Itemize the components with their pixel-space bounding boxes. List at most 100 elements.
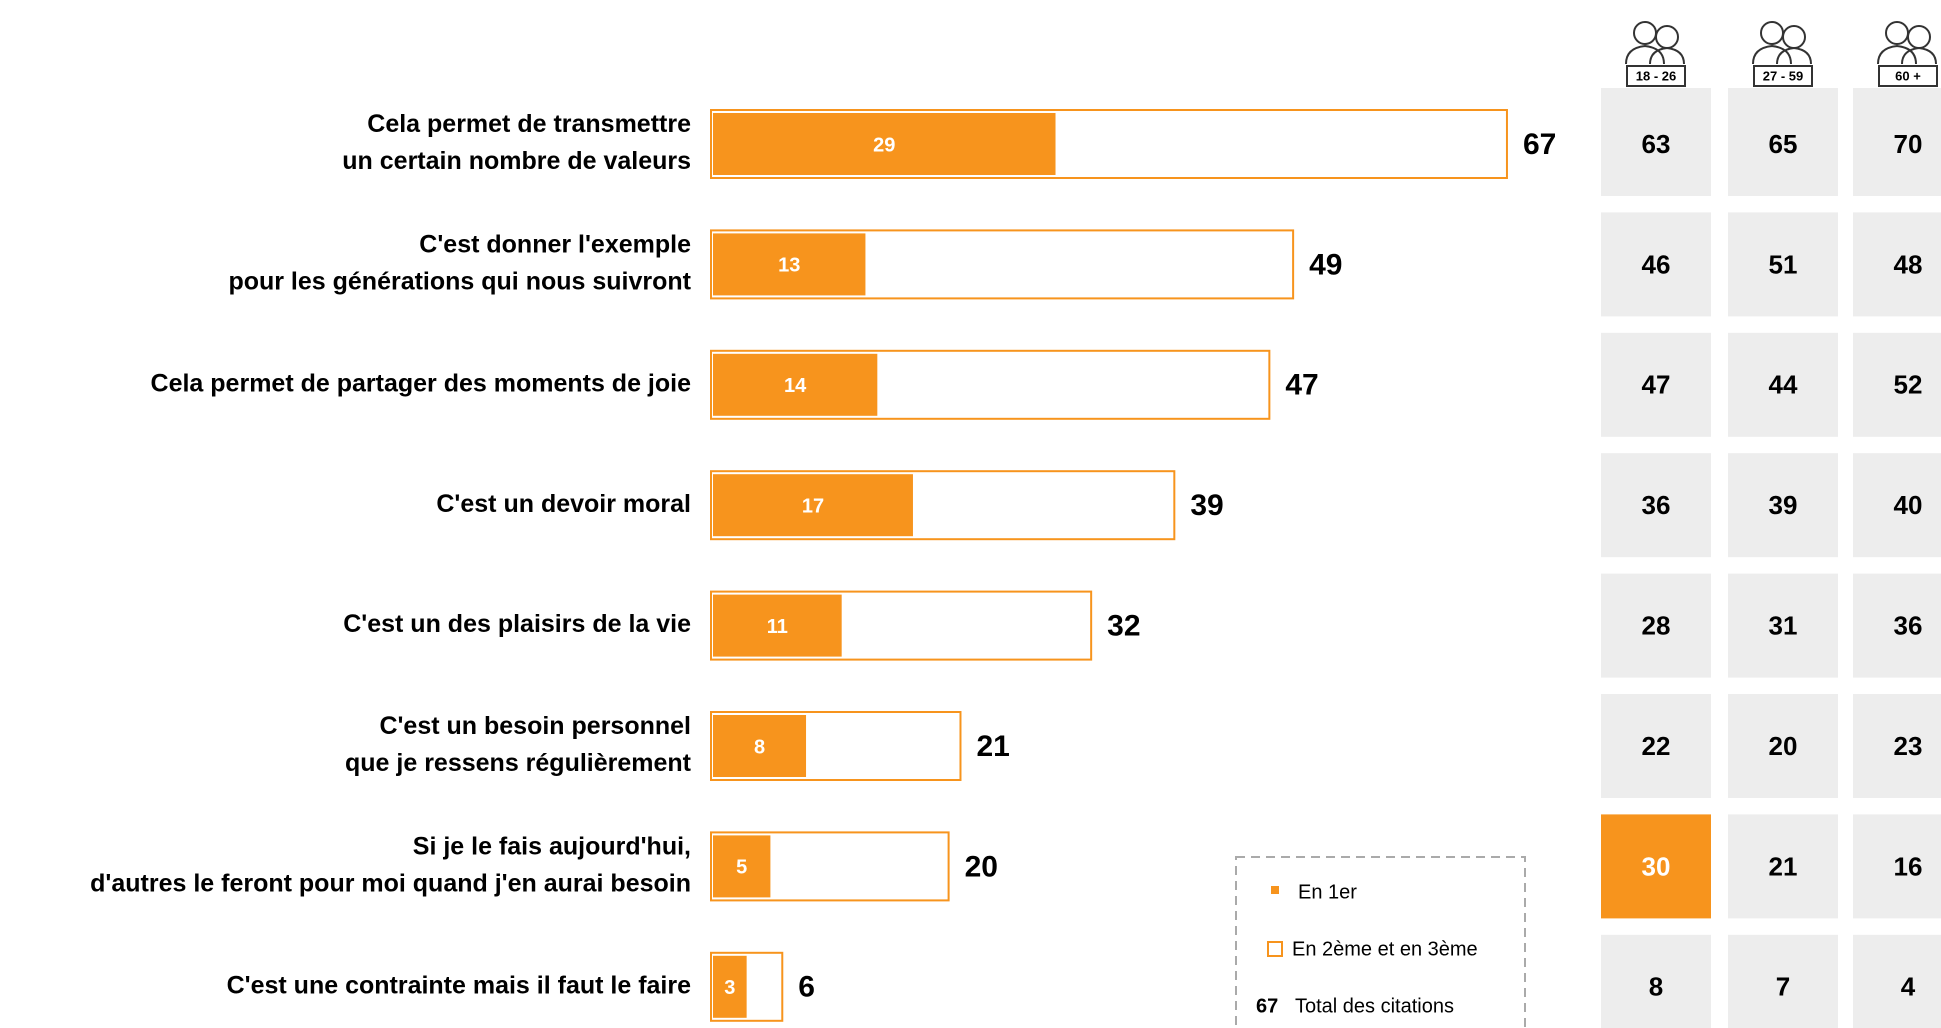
age-value: 23 [1894,731,1923,761]
total-label: 32 [1107,610,1140,643]
age-value: 36 [1894,610,1923,640]
first-value-label: 17 [802,495,824,517]
age-value: 36 [1642,490,1671,520]
age-value: 8 [1649,972,1663,1002]
icon-head [1907,25,1931,49]
age-value: 47 [1642,370,1671,400]
first-bar [713,835,771,898]
icon-head [1633,21,1657,45]
age-value: 22 [1642,731,1671,761]
age-value: 44 [1769,370,1798,400]
age-cell [1601,332,1711,437]
legend-box [1235,856,1526,1028]
icon-head [1655,25,1679,49]
age-value: 20 [1769,731,1798,761]
age-label-box [1878,65,1938,87]
category-label: C'est un besoin personnel [379,712,691,740]
age-label-box [1753,65,1813,87]
first-value-label: 8 [754,736,765,758]
age-label-box [1626,65,1686,87]
age-cell [1853,332,1941,437]
age-cell [1728,332,1838,437]
age-cell [1853,453,1941,558]
age-cell [1853,88,1941,196]
age-value: 7 [1776,972,1790,1002]
age-cell [1853,814,1941,919]
age-icons [1625,21,1937,65]
total-label: 47 [1285,369,1318,402]
age-cell [1601,934,1711,1028]
age-cell [1728,814,1838,919]
category-label: C'est une contrainte mais il faut le fai… [227,971,692,999]
age-value: 39 [1769,490,1798,520]
first-bar [713,955,747,1018]
age-cell [1601,573,1711,678]
total-label: 21 [976,730,1009,763]
category-label: C'est un des plaisirs de la vie [343,610,691,638]
age-label: 27 - 59 [1763,68,1803,83]
age-value: 52 [1894,370,1923,400]
age-cell [1728,88,1838,196]
legend-total: Total des citations [1295,995,1454,1017]
age-cell [1601,694,1711,798]
age-value: 70 [1894,129,1923,159]
age-cell [1853,694,1941,798]
age-cell [1728,212,1838,317]
first-bar [713,113,1056,175]
icon-body [1877,44,1937,65]
category-label: Cela permet de transmettre [367,110,691,138]
age-value: 16 [1894,851,1923,881]
category-label: C'est un devoir moral [436,490,691,518]
first-bar [713,353,878,416]
age-cell [1853,934,1941,1028]
category-label: un certain nombre de valeurs [342,147,691,175]
first-bar [713,474,913,537]
age-cell [1728,453,1838,558]
age-value: 40 [1894,490,1923,520]
total-label: 39 [1190,489,1223,522]
icon-head [1885,21,1909,45]
icon-body [1625,44,1685,65]
category-label: C'est donner l'exemple [419,231,691,259]
age-value: 48 [1894,249,1923,279]
legend-total-example: 67 [1256,995,1278,1017]
first-value-label: 29 [873,134,895,156]
first-bar [713,715,807,777]
age-cell [1601,88,1711,196]
age-value: 21 [1769,851,1798,881]
age-label: 60 + [1895,68,1921,83]
age-cell [1601,814,1711,919]
total-label: 6 [798,971,815,1004]
age-value: 63 [1642,129,1671,159]
age-cell [1853,573,1941,678]
age-label: 18 - 26 [1636,68,1676,83]
first-value-label: 13 [778,255,800,277]
age-value: 46 [1642,249,1671,279]
age-cell [1853,212,1941,317]
legend-border [1235,856,1526,1028]
icon-body [1752,44,1812,65]
age-cell [1601,453,1711,558]
legend-swatch-outline [1267,941,1283,957]
age-cell [1728,694,1838,798]
total-label: 49 [1309,248,1342,281]
age-cell [1728,573,1838,678]
first-value-label: 11 [767,616,788,638]
category-label: pour les générations qui nous suivront [228,268,691,296]
icon-head [1782,25,1806,49]
total-label: 20 [965,850,998,883]
category-label: d'autres le feront pour moi quand j'en a… [90,870,691,898]
total-label: 67 [1523,128,1556,161]
legend-outline: En 2ème et en 3ème [1292,938,1478,960]
age-value: 4 [1901,972,1916,1002]
age-cell [1728,934,1838,1028]
age-value: 65 [1769,129,1798,159]
first-bar [713,594,842,657]
age-value: 28 [1642,610,1671,640]
category-label: que je ressens régulièrement [345,749,692,777]
first-bar [713,233,866,296]
age-cell [1601,212,1711,317]
first-value-label: 5 [736,857,747,879]
category-label: Cela permet de partager des moments de j… [151,369,692,397]
